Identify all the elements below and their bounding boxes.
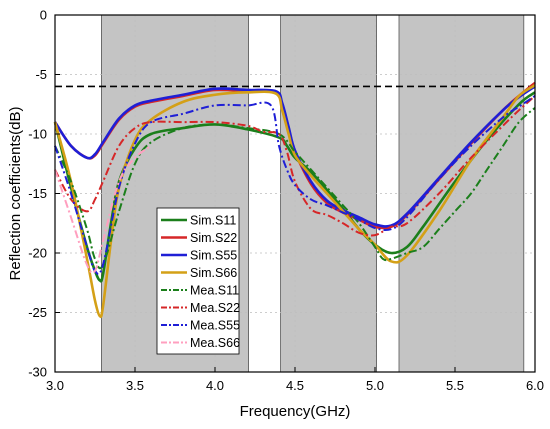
legend: Sim.S11 Sim.S22 Sim.S55 Sim.S66 Mea.S11 Mea.S… xyxy=(156,207,240,355)
series-line-sim-s66 xyxy=(53,84,536,319)
x-tick-label: 4.0 xyxy=(206,378,224,393)
y-tick-label: 0 xyxy=(40,8,47,23)
x-tick-label: 5.0 xyxy=(366,378,384,393)
x-axis-title: Frequency(GHz) xyxy=(240,403,351,420)
y-tick-label: -25 xyxy=(28,305,47,320)
y-tick-label: -15 xyxy=(28,186,47,201)
y-axis-title: Reflection coefficients(dB) xyxy=(7,107,24,281)
series-line-mea-s55 xyxy=(54,95,536,276)
legend-label: Mea.S66 xyxy=(190,336,240,350)
y-tick-label: -10 xyxy=(28,127,47,142)
series-line-mea-s66 xyxy=(54,145,152,275)
x-tick-label: 4.5 xyxy=(286,378,304,393)
x-tick-label: 5.5 xyxy=(446,378,464,393)
legend-box xyxy=(156,207,240,355)
y-tick-labels: 0 -5 -10 -15 -20 -25 -30 xyxy=(28,8,47,380)
x-tick-label: 3.0 xyxy=(46,378,64,393)
series-line-mea-s11 xyxy=(54,107,536,270)
legend-label: Mea.S11 xyxy=(190,284,239,298)
legend-label: Sim.S11 xyxy=(190,214,236,228)
legend-label: Sim.S55 xyxy=(190,249,237,263)
x-tick-label: 3.5 xyxy=(126,378,144,393)
y-tick-label: -30 xyxy=(28,365,47,380)
legend-label: Mea.S22 xyxy=(190,301,240,315)
legend-label: Sim.S66 xyxy=(190,266,237,280)
legend-label: Mea.S55 xyxy=(190,319,240,333)
x-tick-labels: 3.0 3.5 4.0 4.5 5.0 5.5 6.0 xyxy=(46,378,544,393)
series-line-mea-s22 xyxy=(54,95,536,237)
series-line-sim-s55 xyxy=(53,85,536,228)
legend-label: Sim.S22 xyxy=(190,231,237,245)
series-lines xyxy=(53,81,536,319)
axis-ticks xyxy=(54,14,536,373)
x-tick-label: 6.0 xyxy=(526,378,544,393)
y-tick-label: -20 xyxy=(28,246,47,261)
y-tick-label: -5 xyxy=(35,67,47,82)
